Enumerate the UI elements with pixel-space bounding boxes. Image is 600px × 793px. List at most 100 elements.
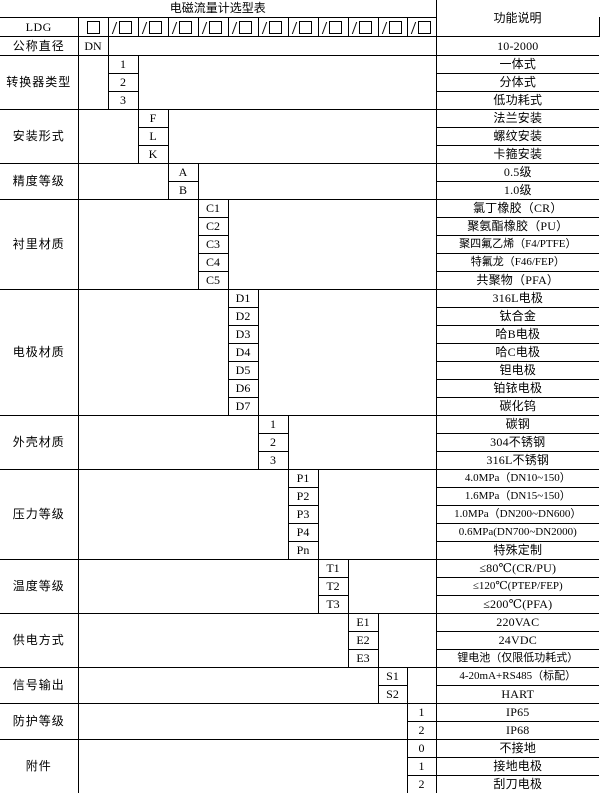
category-housing-material: 外壳材质 — [0, 416, 78, 470]
code-box-8[interactable] — [318, 18, 348, 37]
desc-electrode-d1: 316L电极 — [436, 290, 599, 308]
code-converter-type-2[interactable]: 2 — [108, 74, 138, 92]
code-pressure-pn[interactable]: Pn — [288, 542, 318, 560]
code-electrode-d1[interactable]: D1 — [228, 290, 258, 308]
code-box-2[interactable] — [138, 18, 168, 37]
code-box-6[interactable] — [258, 18, 288, 37]
code-signal-s1[interactable]: S1 — [378, 668, 407, 686]
desc-mounting-type-l: 螺纹安装 — [436, 128, 599, 146]
code-box-0[interactable] — [78, 18, 108, 37]
code-mounting-type-l[interactable]: L — [138, 128, 168, 146]
code-temperature-t2[interactable]: T2 — [318, 578, 348, 596]
category-electrode-material: 电极材质 — [0, 290, 78, 416]
row-accuracy-1: 精度等级 A 0.5级 — [0, 164, 600, 182]
category-temperature-rating: 温度等级 — [0, 560, 78, 614]
desc-accessories-1: 接地电极 — [436, 758, 599, 776]
code-signal-s2[interactable]: S2 — [378, 686, 407, 704]
empty-box-icon — [359, 21, 372, 34]
desc-signal-s2: HART — [436, 686, 599, 704]
code-power-e2[interactable]: E2 — [348, 632, 378, 650]
filler-cell — [407, 668, 436, 704]
empty-box-icon — [329, 21, 342, 34]
desc-protection-2: IP68 — [436, 722, 599, 740]
code-box-10[interactable] — [378, 18, 407, 37]
desc-pressure-p3: 1.0MPa（DN200~DN600） — [436, 506, 599, 524]
code-housing-1[interactable]: 1 — [258, 416, 288, 434]
desc-pressure-p1: 4.0MPa（DN10~150） — [436, 470, 599, 488]
code-lining-c4[interactable]: C4 — [198, 254, 228, 272]
code-pressure-p4[interactable]: P4 — [288, 524, 318, 542]
desc-nominal-diameter: 10-2000 — [436, 37, 599, 56]
code-lining-c3[interactable]: C3 — [198, 236, 228, 254]
code-box-7[interactable] — [288, 18, 318, 37]
category-protection-rating: 防护等级 — [0, 704, 78, 740]
code-pressure-p2[interactable]: P2 — [288, 488, 318, 506]
code-lining-c2[interactable]: C2 — [198, 218, 228, 236]
code-accessories-1[interactable]: 1 — [407, 758, 436, 776]
selection-table-sheet: 电磁流量计选型表 功能说明 LDG 公称直径 DN 10-2000 转换器类型 … — [0, 0, 600, 716]
filler-cell — [78, 560, 318, 614]
code-accuracy-b[interactable]: B — [168, 182, 198, 200]
code-nominal-diameter[interactable]: DN — [78, 37, 108, 56]
code-electrode-d4[interactable]: D4 — [228, 344, 258, 362]
code-housing-3[interactable]: 3 — [258, 452, 288, 470]
code-protection-1[interactable]: 1 — [407, 704, 436, 722]
code-converter-type-3[interactable]: 3 — [108, 92, 138, 110]
code-lining-c1[interactable]: C1 — [198, 200, 228, 218]
code-accuracy-a[interactable]: A — [168, 164, 198, 182]
code-lining-c5[interactable]: C5 — [198, 272, 228, 290]
code-pressure-p3[interactable]: P3 — [288, 506, 318, 524]
code-protection-2[interactable]: 2 — [407, 722, 436, 740]
desc-lining-c4: 特氟龙（F46/FEP） — [436, 254, 599, 272]
empty-box-icon — [179, 21, 192, 34]
filler-cell — [78, 164, 168, 200]
empty-box-icon — [119, 21, 132, 34]
category-mounting-type: 安装形式 — [0, 110, 78, 164]
code-box-5[interactable] — [228, 18, 258, 37]
desc-temperature-t1: ≤80℃(CR/PU) — [436, 560, 599, 578]
row-pressure-1: 压力等级 P1 4.0MPa（DN10~150） — [0, 470, 600, 488]
empty-box-icon — [149, 21, 162, 34]
category-signal-output: 信号输出 — [0, 668, 78, 704]
desc-accessories-2: 刮刀电极 — [436, 776, 599, 793]
code-electrode-d6[interactable]: D6 — [228, 380, 258, 398]
code-electrode-d2[interactable]: D2 — [228, 308, 258, 326]
filler-cell — [78, 110, 138, 164]
category-accessories: 附件 — [0, 740, 78, 793]
desc-protection-1: IP65 — [436, 704, 599, 722]
code-power-e1[interactable]: E1 — [348, 614, 378, 632]
code-converter-type-1[interactable]: 1 — [108, 56, 138, 74]
code-housing-2[interactable]: 2 — [258, 434, 288, 452]
code-box-11[interactable] — [407, 18, 436, 37]
code-box-3[interactable] — [168, 18, 198, 37]
code-temperature-t1[interactable]: T1 — [318, 560, 348, 578]
code-electrode-d5[interactable]: D5 — [228, 362, 258, 380]
code-box-9[interactable] — [348, 18, 378, 37]
code-accessories-2[interactable]: 2 — [407, 776, 436, 793]
desc-lining-c2: 聚氨酯橡胶（PU） — [436, 218, 599, 236]
category-lining-material: 衬里材质 — [0, 200, 78, 290]
filler-cell — [288, 416, 436, 470]
category-converter-type: 转换器类型 — [0, 56, 78, 110]
desc-temperature-t3: ≤200℃(PFA) — [436, 596, 599, 614]
code-accessories-0[interactable]: 0 — [407, 740, 436, 758]
code-mounting-type-f[interactable]: F — [138, 110, 168, 128]
code-box-4[interactable] — [198, 18, 228, 37]
code-electrode-d7[interactable]: D7 — [228, 398, 258, 416]
function-column-header: 功能说明 — [436, 0, 599, 37]
empty-box-icon — [209, 21, 222, 34]
desc-electrode-d4: 哈C电极 — [436, 344, 599, 362]
code-electrode-d3[interactable]: D3 — [228, 326, 258, 344]
row-housing-1: 外壳材质 1 碳钢 — [0, 416, 600, 434]
row-protection-1: 防护等级 1 IP65 — [0, 704, 600, 722]
desc-pressure-p2: 1.6MPa（DN15~150） — [436, 488, 599, 506]
code-pressure-p1[interactable]: P1 — [288, 470, 318, 488]
code-temperature-t3[interactable]: T3 — [318, 596, 348, 614]
category-power-supply: 供电方式 — [0, 614, 78, 668]
desc-power-e1: 220VAC — [436, 614, 599, 632]
code-box-1[interactable] — [108, 18, 138, 37]
code-mounting-type-k[interactable]: K — [138, 146, 168, 164]
code-power-e3[interactable]: E3 — [348, 650, 378, 668]
desc-converter-type-2: 分体式 — [436, 74, 599, 92]
row-nominal-diameter: 公称直径 DN 10-2000 — [0, 37, 600, 56]
